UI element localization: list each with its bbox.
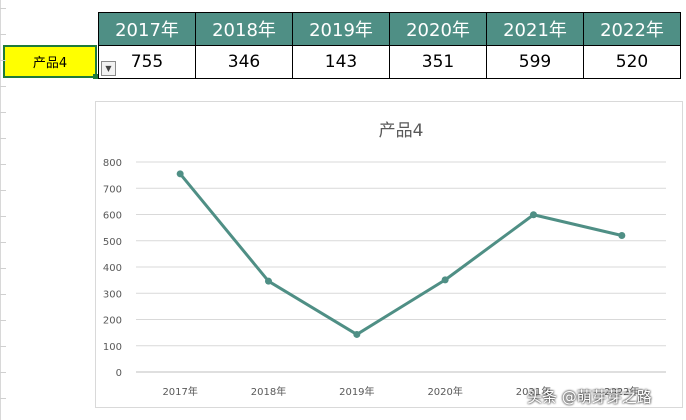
data-point (530, 211, 537, 219)
chart-title: 产品4 (379, 121, 424, 141)
year-header-row: 2017年 2018年 2019年 2020年 2021年 2022年 (98, 12, 681, 46)
x-tick-label: 2017年 (162, 385, 197, 398)
data-point (441, 276, 449, 284)
y-tick-label: 700 (103, 184, 122, 195)
year-header-cell[interactable]: 2017年 (98, 12, 196, 46)
y-tick-label: 0 (116, 368, 122, 379)
data-point (618, 232, 626, 239)
product-selector-value: 产品4 (32, 56, 68, 71)
row-divider (0, 242, 6, 243)
dropdown-arrow-icon[interactable]: ▼ (101, 61, 116, 76)
y-tick-label: 500 (103, 237, 122, 248)
row-divider (0, 60, 6, 61)
row-divider (0, 372, 6, 373)
year-header-cell[interactable]: 2021年 (486, 12, 584, 46)
y-tick-label: 600 (103, 211, 122, 222)
y-tick-label: 100 (103, 342, 122, 353)
data-point (176, 170, 184, 178)
row-divider (0, 112, 6, 113)
y-tick-label: 800 (103, 158, 122, 169)
value-cell[interactable]: 520 (583, 45, 681, 79)
row-header-edge (0, 0, 1, 420)
x-tick-label: 2018年 (251, 385, 286, 398)
y-tick-label: 200 (103, 316, 122, 327)
row-divider (0, 190, 6, 191)
series-line (179, 172, 623, 336)
year-header-cell[interactable]: 2022年 (583, 12, 681, 46)
row-divider (0, 86, 6, 87)
data-point (265, 277, 272, 285)
data-point (353, 330, 361, 338)
year-header-cell[interactable]: 2020年 (389, 12, 487, 46)
x-tick-label: 2020年 (427, 385, 462, 398)
product-selector-cell[interactable]: 产品4 (3, 45, 98, 79)
row-divider (0, 34, 6, 35)
value-cell[interactable]: 346 (195, 45, 293, 79)
value-row: 755 346 143 351 599 520 (98, 45, 681, 79)
row-divider (0, 268, 6, 269)
x-tick-label: 2021年 (516, 385, 551, 398)
line-chart[interactable]: 产品4 0 100 200 300 400 500 600 700 800 2017年 2018年 20… (95, 101, 683, 408)
value-cell[interactable]: 351 (389, 45, 487, 79)
row-divider (0, 216, 6, 217)
data-table: 2017年 2018年 2019年 2020年 2021年 2022年 755 … (98, 12, 681, 79)
value-cell[interactable]: 599 (486, 45, 584, 79)
x-tick-label: 2022年 (604, 385, 639, 398)
value-cell[interactable]: 143 (292, 45, 390, 79)
year-header-cell[interactable]: 2018年 (195, 12, 293, 46)
row-divider (0, 398, 6, 399)
row-divider (0, 164, 6, 165)
year-header-cell[interactable]: 2019年 (292, 12, 390, 46)
y-tick-label: 400 (103, 263, 122, 274)
row-divider (0, 8, 6, 9)
row-divider (0, 346, 6, 347)
watermark: 头条 @萌芽芽之路 (527, 388, 652, 406)
x-tick-label: 2019年 (339, 385, 374, 398)
fill-handle[interactable] (93, 74, 98, 79)
row-divider (0, 320, 6, 321)
row-divider (0, 294, 6, 295)
y-tick-label: 300 (103, 289, 122, 300)
chart-canvas: 产品4 0 100 200 300 400 500 600 700 800 2017年 2018年 20… (103, 121, 666, 398)
row-divider (0, 138, 6, 139)
